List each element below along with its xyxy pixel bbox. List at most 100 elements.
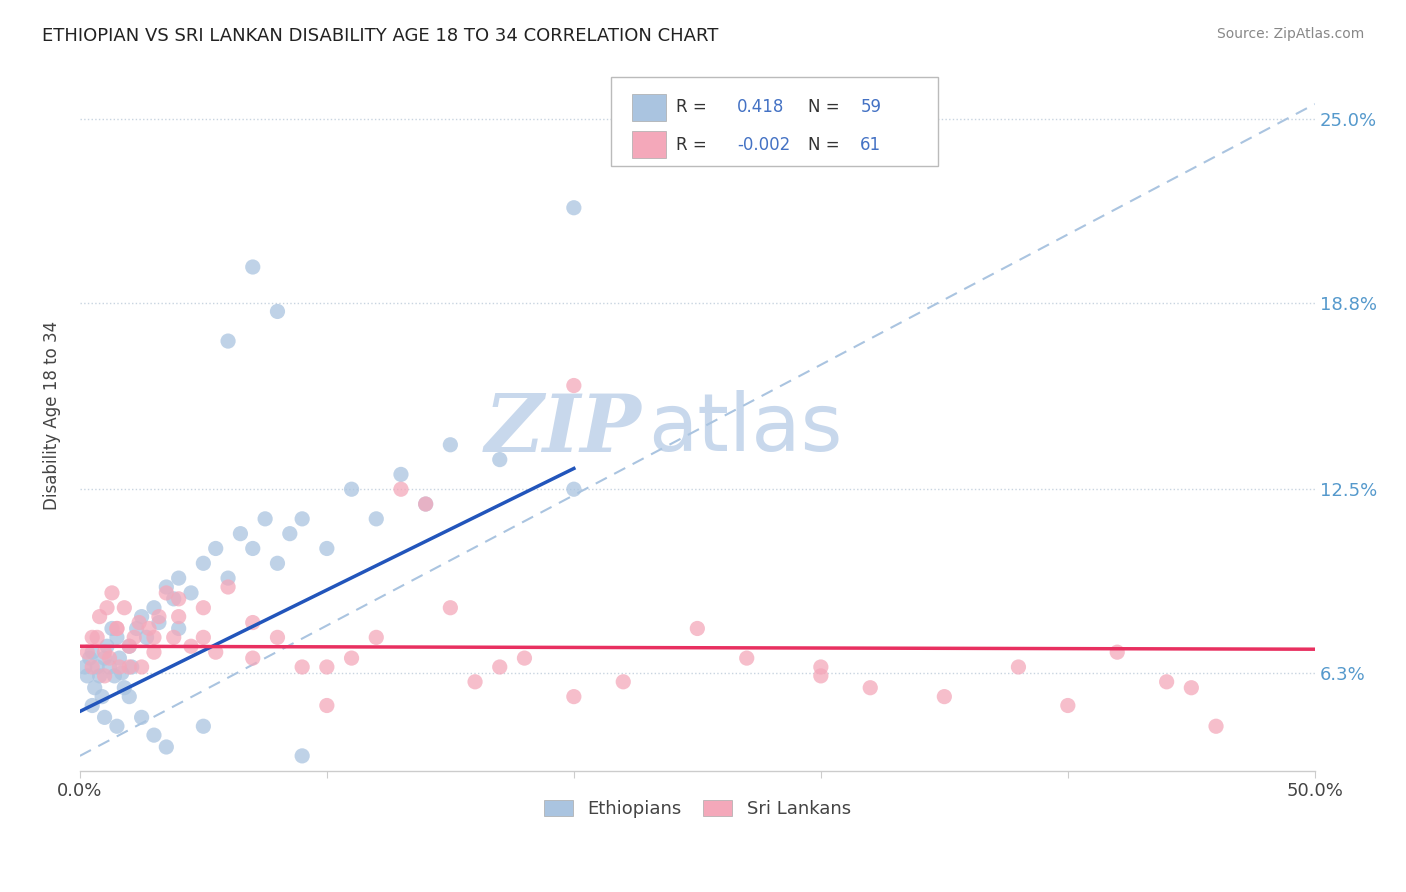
Point (79, 651, 101, 665)
Point (366, 631, 388, 645)
Point (366, 512, 388, 526)
Point (93, 645, 115, 659)
Point (167, 591, 190, 606)
Point (488, 452, 510, 467)
Point (82, 660, 104, 674)
Point (254, 512, 277, 526)
Point (96, 639, 118, 653)
Point (118, 639, 141, 653)
Point (266, 304, 288, 318)
Point (562, 690, 585, 704)
Point (810, 660, 832, 674)
Point (163, 591, 186, 606)
Point (242, 651, 264, 665)
Point (562, 482, 585, 496)
Point (105, 622, 128, 636)
Point (291, 660, 314, 674)
Point (735, 651, 758, 665)
Point (180, 639, 202, 653)
Point (86, 660, 108, 674)
Point (112, 600, 135, 615)
Point (135, 631, 157, 645)
Point (155, 586, 177, 600)
Point (76, 669, 98, 683)
Text: atlas: atlas (648, 391, 842, 468)
Point (101, 622, 124, 636)
Point (138, 622, 160, 636)
Point (73, 660, 96, 674)
Point (340, 482, 363, 496)
Point (193, 719, 215, 733)
Point (1205, 719, 1227, 733)
Point (143, 728, 166, 742)
Point (128, 615, 150, 630)
Text: Source: ZipAtlas.com: Source: ZipAtlas.com (1216, 27, 1364, 41)
Point (105, 631, 128, 645)
Point (82, 645, 104, 659)
Legend: Ethiopians, Sri Lankans: Ethiopians, Sri Lankans (537, 793, 858, 826)
Point (204, 541, 226, 556)
Point (103, 669, 125, 683)
Point (686, 622, 709, 636)
Point (118, 660, 141, 674)
Point (108, 660, 131, 674)
Y-axis label: Disability Age 18 to 34: Disability Age 18 to 34 (44, 320, 60, 509)
Point (415, 497, 437, 511)
Point (1180, 681, 1202, 695)
Point (315, 660, 337, 674)
Point (131, 710, 153, 724)
Text: N =: N = (808, 136, 841, 153)
Point (193, 600, 215, 615)
Point (266, 556, 288, 570)
Point (98, 660, 121, 674)
Point (83, 681, 105, 695)
Point (217, 334, 239, 348)
Bar (631, 131, 666, 158)
Point (266, 631, 288, 645)
Point (810, 669, 832, 683)
Point (612, 674, 634, 689)
Point (415, 497, 437, 511)
Point (934, 690, 956, 704)
Point (101, 586, 124, 600)
Point (204, 645, 226, 659)
Text: N =: N = (808, 98, 841, 116)
Point (96, 600, 118, 615)
Text: 59: 59 (860, 98, 882, 116)
Point (278, 526, 301, 541)
Point (1107, 645, 1129, 659)
Text: R =: R = (676, 136, 707, 153)
Point (148, 609, 170, 624)
Point (89, 609, 111, 624)
Point (389, 467, 412, 482)
Point (439, 600, 461, 615)
Point (1156, 674, 1178, 689)
Point (86, 631, 108, 645)
Point (513, 651, 536, 665)
Point (131, 660, 153, 674)
Point (291, 512, 314, 526)
Text: ETHIOPIAN VS SRI LANKAN DISABILITY AGE 18 TO 34 CORRELATION CHART: ETHIOPIAN VS SRI LANKAN DISABILITY AGE 1… (42, 27, 718, 45)
Point (118, 690, 141, 704)
Point (439, 438, 461, 452)
Point (193, 631, 215, 645)
Point (859, 681, 882, 695)
Point (143, 645, 166, 659)
Point (163, 631, 186, 645)
Point (76, 645, 98, 659)
Point (121, 660, 143, 674)
Point (89, 669, 111, 683)
Point (340, 651, 363, 665)
Point (291, 748, 314, 763)
Point (108, 651, 131, 665)
Point (91, 690, 114, 704)
Point (229, 526, 252, 541)
Point (242, 260, 264, 274)
Point (122, 631, 145, 645)
Text: -0.002: -0.002 (737, 136, 790, 153)
Point (180, 586, 202, 600)
Point (118, 639, 141, 653)
Point (389, 482, 412, 496)
Point (98, 651, 121, 665)
Point (167, 622, 190, 636)
